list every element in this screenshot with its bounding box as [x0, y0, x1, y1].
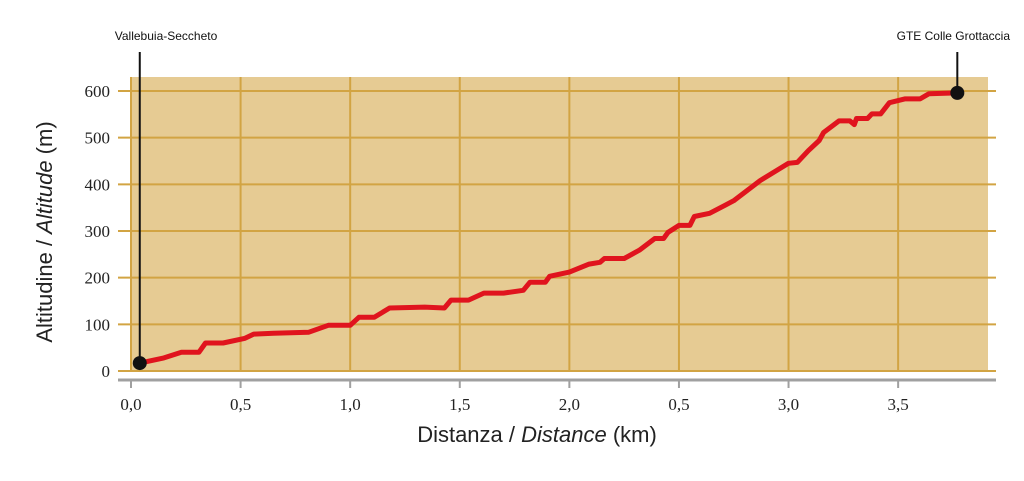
y-tick-label: 300	[85, 222, 111, 241]
annotation-marker	[950, 85, 965, 100]
x-tick-label: 3,5	[888, 395, 909, 414]
x-tick-label: 0,5	[668, 395, 689, 414]
y-title-part: Altitude	[32, 160, 57, 235]
annotation-label: GTE Colle Grottaccia	[897, 29, 1011, 43]
y-title-part: (m)	[32, 121, 57, 160]
x-title-part: Distanza /	[417, 422, 521, 447]
x-tick-label: 0,5	[230, 395, 251, 414]
annotation-label: Vallebuia-Seccheto	[115, 29, 218, 43]
y-tick-label: 200	[85, 269, 111, 288]
elevation-line	[139, 90, 958, 366]
x-tick-label: 1,0	[340, 395, 361, 414]
y-axis-title: Altitudine / Altitude (m)	[32, 121, 57, 342]
y-tick-label: 100	[85, 315, 111, 334]
y-tick-label: 400	[85, 175, 111, 194]
x-axis-title: Distanza / Distance (km)	[417, 422, 657, 447]
x-title-part: Distance	[521, 422, 607, 447]
x-tick-label: 2,0	[559, 395, 580, 414]
x-tick-label: 1,5	[449, 395, 470, 414]
y-tick-label: 500	[85, 129, 111, 148]
x-tick-label: 3,0	[778, 395, 799, 414]
annotation-marker	[132, 356, 147, 371]
plot-area	[131, 77, 988, 372]
y-title-part: Altitudine /	[32, 234, 57, 343]
y-tick-label: 600	[85, 82, 111, 101]
x-title-part: (km)	[607, 422, 657, 447]
x-tick-label: 0,0	[120, 395, 141, 414]
y-tick-label: 0	[102, 362, 111, 381]
